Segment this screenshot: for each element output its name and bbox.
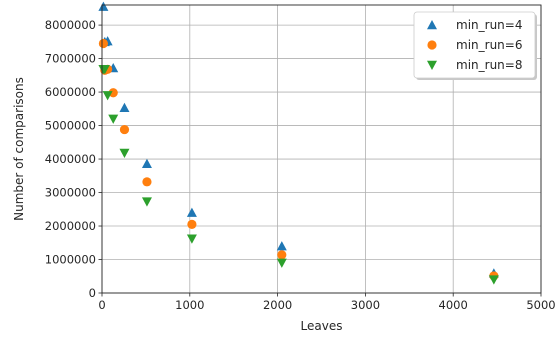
data-point bbox=[142, 177, 152, 187]
data-point bbox=[186, 234, 197, 244]
y-tick-label: 7000000 bbox=[45, 52, 96, 66]
data-point bbox=[119, 148, 130, 159]
legend-entry: min_run=4 bbox=[456, 18, 522, 32]
data-point bbox=[102, 91, 113, 101]
legend-box bbox=[413, 11, 536, 79]
data-point bbox=[186, 207, 197, 217]
data-point bbox=[119, 124, 130, 135]
data-point bbox=[488, 275, 499, 285]
plot-frame bbox=[101, 4, 542, 294]
y-tick-label: 8000000 bbox=[45, 18, 96, 32]
legend-marker bbox=[427, 20, 437, 30]
legend-marker bbox=[427, 60, 437, 70]
y-tick-label: 3000000 bbox=[45, 186, 96, 200]
y-tick-label: 2000000 bbox=[45, 219, 96, 233]
x-axis-ticks: 0 1000 2000 3000 4000 5000 bbox=[98, 293, 555, 312]
data-point bbox=[141, 197, 152, 207]
data-point bbox=[277, 250, 287, 260]
data-point bbox=[108, 88, 118, 98]
x-tick-label: 2000 bbox=[263, 298, 292, 312]
x-tick-label: 0 bbox=[98, 298, 105, 312]
legend: min_run=4 min_run=6 min_run=8 bbox=[413, 11, 537, 80]
legend-marker bbox=[427, 40, 437, 50]
x-tick-label: 3000 bbox=[351, 298, 380, 312]
data-points bbox=[98, 1, 499, 285]
y-tick-label: 0 bbox=[89, 286, 96, 300]
data-point bbox=[276, 241, 287, 251]
x-tick-label: 1000 bbox=[175, 298, 204, 312]
x-tick-label: 5000 bbox=[526, 298, 555, 312]
y-tick-label: 4000000 bbox=[45, 152, 96, 166]
data-point bbox=[98, 1, 109, 11]
y-tick-label: 5000000 bbox=[45, 119, 96, 133]
legend-entry: min_run=8 bbox=[456, 58, 522, 72]
y-tick-label: 1000000 bbox=[45, 253, 96, 267]
data-point bbox=[276, 258, 287, 268]
y-axis-ticks: 0 1000000 2000000 3000000 4000000 5000000 6000… bbox=[45, 18, 102, 300]
data-point bbox=[141, 158, 152, 168]
y-tick-label: 6000000 bbox=[45, 85, 96, 99]
data-point bbox=[187, 219, 197, 229]
data-point bbox=[119, 102, 130, 113]
y-axis-label: Number of comparisons bbox=[12, 77, 26, 221]
data-point bbox=[108, 114, 119, 124]
x-axis-label: Leaves bbox=[301, 319, 343, 333]
x-tick-label: 4000 bbox=[439, 298, 468, 312]
data-point bbox=[98, 38, 109, 49]
legend-entry: min_run=6 bbox=[456, 38, 522, 52]
